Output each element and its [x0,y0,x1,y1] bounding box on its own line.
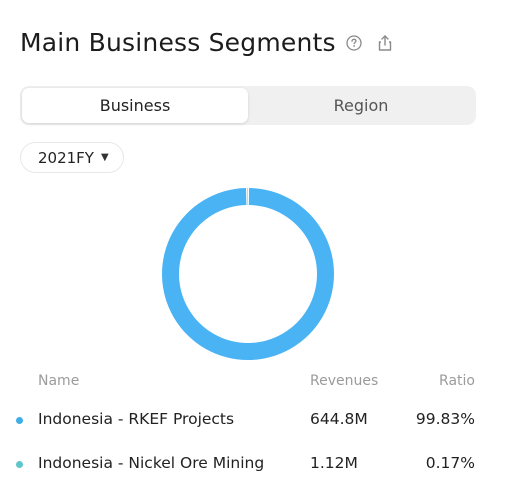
legend-dot [16,417,23,424]
table-row[interactable]: Indonesia - Nickel Ore Mining 1.12M 0.17… [0,454,527,474]
segment-tabs: Business Region [20,86,476,125]
period-dropdown[interactable]: 2021FY ▼ [20,142,124,173]
segment-name: Indonesia - Nickel Ore Mining [38,454,265,472]
segment-ratio: 99.83% [415,410,475,428]
period-value: 2021FY [38,148,94,167]
tab-business[interactable]: Business [22,88,248,123]
donut-slice-0[interactable] [162,188,334,360]
column-ratio: Ratio [439,373,475,389]
table-row[interactable]: Indonesia - RKEF Projects 644.8M 99.83% [0,410,527,430]
legend-dot [16,461,23,468]
segment-name: Indonesia - RKEF Projects [38,410,235,428]
table-header: Name Revenues Ratio [0,373,527,389]
page-title: Main Business Segments [20,28,336,57]
share-icon[interactable] [376,34,394,52]
column-revenues: Revenues [310,373,379,389]
revenue-donut-chart [162,188,334,360]
segment-revenue: 644.8M [310,410,368,428]
tab-region[interactable]: Region [333,96,389,115]
column-name: Name [38,373,80,389]
segment-revenue: 1.12M [310,454,358,472]
caret-down-icon: ▼ [100,152,109,163]
donut-slice-1[interactable] [247,188,248,206]
segment-ratio: 0.17% [425,454,475,472]
help-circle-icon[interactable] [346,34,362,51]
header: Main Business Segments [20,28,394,57]
